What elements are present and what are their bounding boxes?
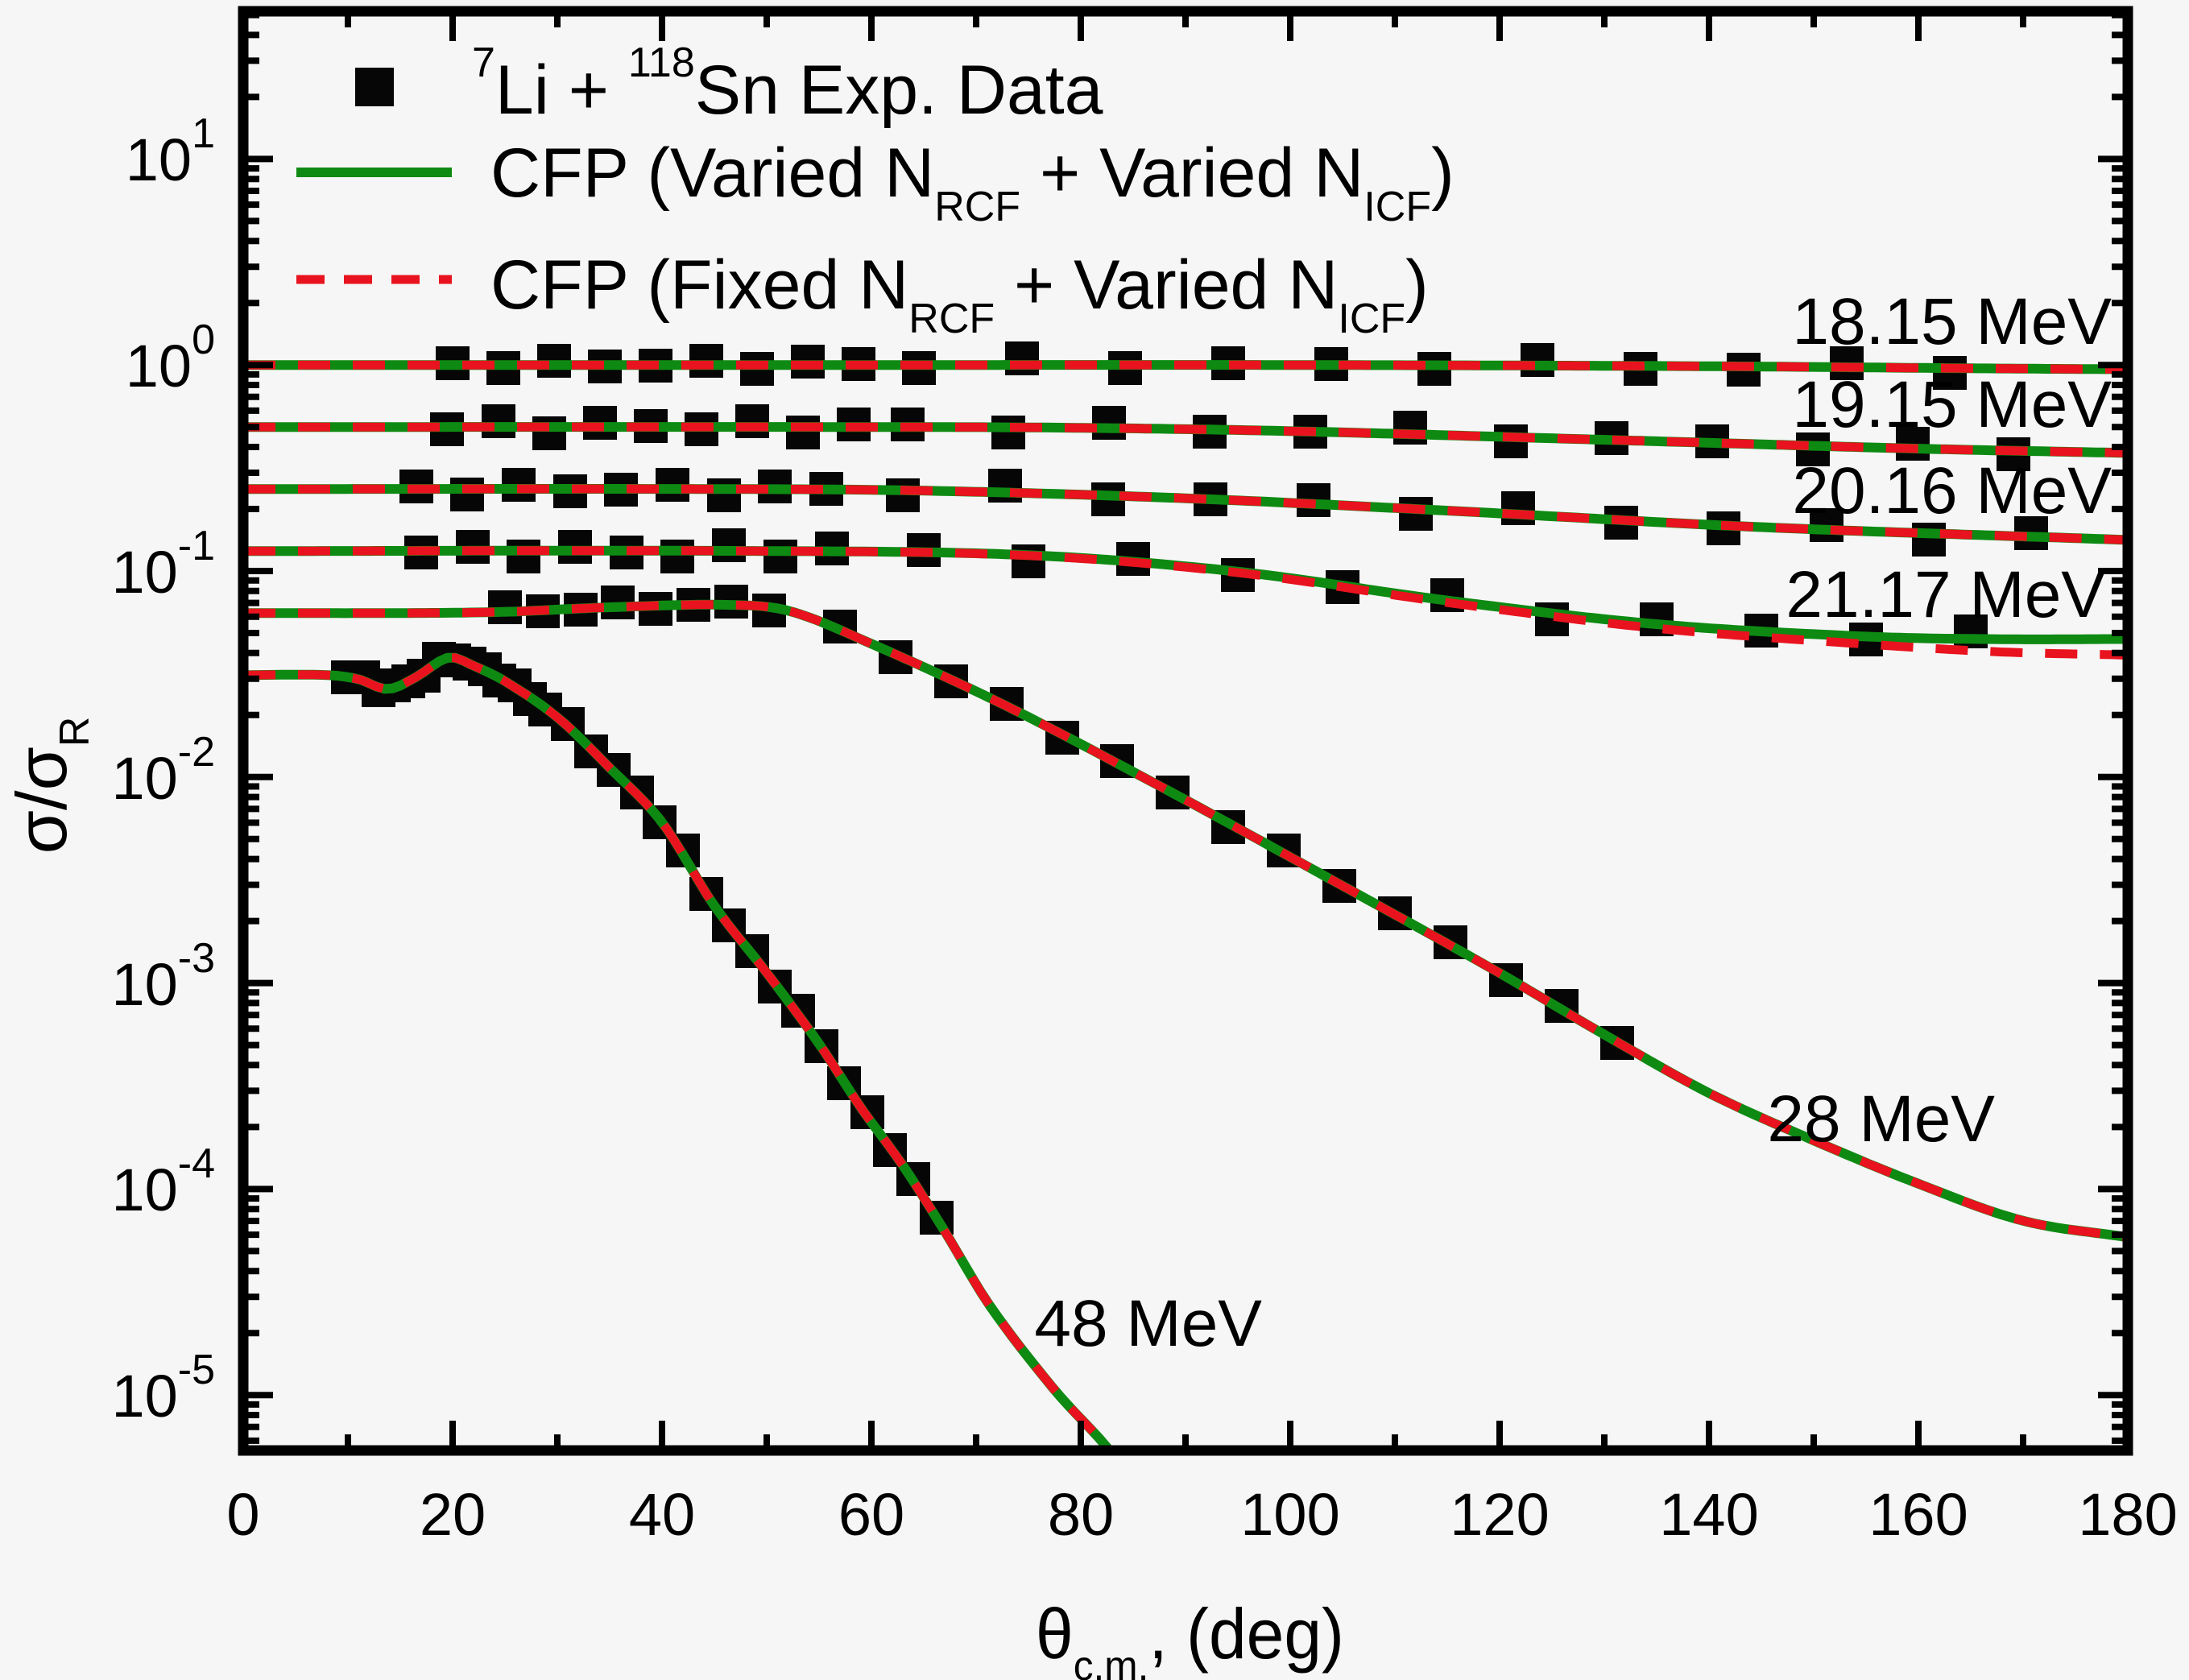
- svg-text:80: 80: [1048, 1481, 1114, 1548]
- svg-text:140: 140: [1659, 1481, 1758, 1548]
- svg-text:20.16 MeV: 20.16 MeV: [1792, 454, 2112, 528]
- svg-text:21.17 MeV: 21.17 MeV: [1786, 558, 2105, 631]
- svg-text:60: 60: [838, 1481, 904, 1548]
- svg-text:19.15 MeV: 19.15 MeV: [1792, 368, 2112, 441]
- svg-text:28 MeV: 28 MeV: [1767, 1082, 1995, 1156]
- svg-text:7Li + 118Sn Exp. Data: 7Li + 118Sn Exp. Data: [472, 39, 1103, 129]
- svg-text:180: 180: [2078, 1481, 2177, 1548]
- svg-text:48 MeV: 48 MeV: [1034, 1287, 1262, 1360]
- svg-text:100: 100: [1240, 1481, 1339, 1548]
- svg-text:40: 40: [629, 1481, 695, 1548]
- svg-text:20: 20: [420, 1481, 486, 1548]
- svg-text:18.15 MeV: 18.15 MeV: [1792, 285, 2112, 358]
- svg-text:160: 160: [1868, 1481, 1968, 1548]
- svg-text:120: 120: [1450, 1481, 1549, 1548]
- svg-text:0: 0: [226, 1481, 259, 1548]
